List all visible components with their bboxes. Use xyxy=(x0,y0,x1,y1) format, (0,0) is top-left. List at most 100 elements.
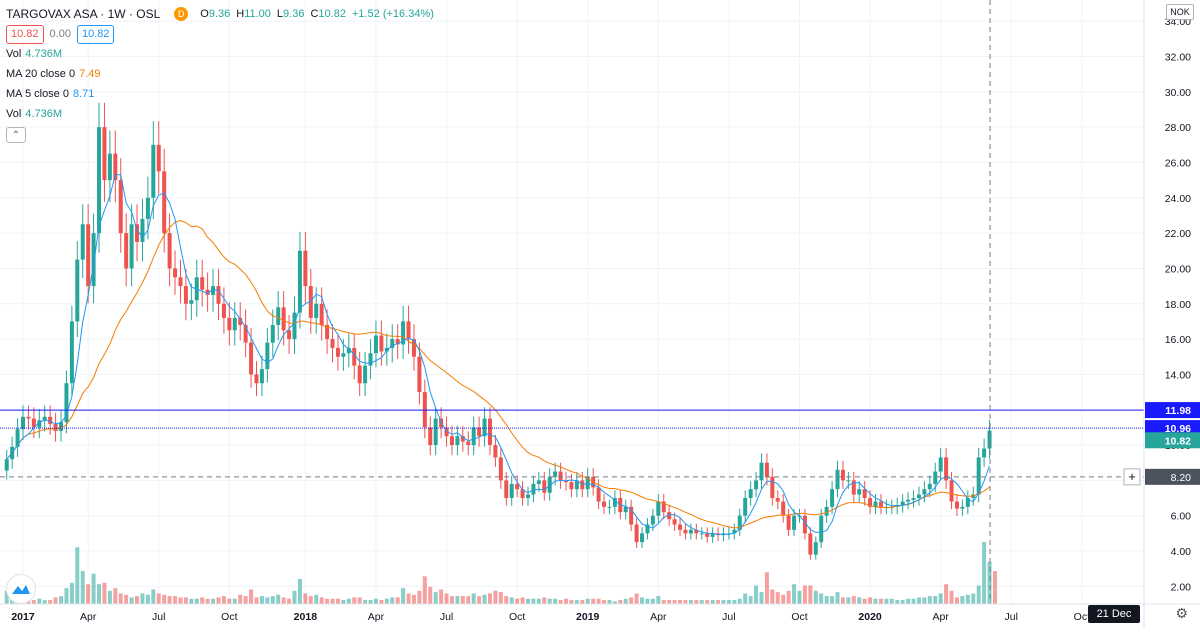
candle-body xyxy=(124,233,129,269)
volume-bar xyxy=(884,598,889,604)
candle-body xyxy=(857,489,862,495)
price-tag-h1: 11.98 xyxy=(1165,405,1191,417)
volume-bar xyxy=(384,598,389,604)
x-tick-label: 2019 xyxy=(576,611,600,623)
volume-bar xyxy=(80,571,85,604)
interval-badge: D xyxy=(174,7,189,21)
candle-body xyxy=(189,300,194,304)
tradingview-logo-icon[interactable] xyxy=(6,574,36,604)
volume-bar xyxy=(417,590,422,604)
x-tick-label: 2018 xyxy=(294,611,318,623)
candle-body xyxy=(205,289,210,295)
candle-body xyxy=(602,501,607,507)
volume-bar xyxy=(281,597,286,604)
volume-bar xyxy=(965,594,970,604)
volume-bar xyxy=(308,596,313,604)
x-tick-label: Oct xyxy=(1074,611,1090,623)
volume-bar xyxy=(330,598,335,604)
candle-body xyxy=(509,483,514,499)
symbol-title[interactable]: TARGOVAX ASA · 1W · OSL xyxy=(6,7,161,21)
price-axis: 2.004.006.008.0010.0012.0014.0016.0018.0… xyxy=(1123,0,1200,628)
candle-body xyxy=(846,480,851,482)
candle-body xyxy=(455,436,460,446)
sell-button[interactable]: 10.82 xyxy=(6,24,44,44)
volume-bar xyxy=(107,590,112,604)
volume-bar xyxy=(42,600,47,604)
candle-body xyxy=(911,498,916,500)
candle-body xyxy=(802,515,807,534)
volume-bar xyxy=(189,598,194,604)
volume-bar xyxy=(232,598,237,604)
volume-bar xyxy=(574,600,579,604)
currency-selector[interactable]: NOK xyxy=(1166,4,1194,20)
volume-bar xyxy=(623,598,628,604)
volume-bar xyxy=(764,572,769,604)
volume-bar xyxy=(455,596,460,604)
price-tag-h2-bg xyxy=(1145,420,1200,437)
volume-bar xyxy=(640,597,645,604)
volume-bar xyxy=(145,594,150,604)
indicator-ma5[interactable]: MA 5 close 0 8.71 xyxy=(6,84,434,104)
volume-bar xyxy=(422,576,427,604)
candle-body xyxy=(585,476,590,490)
volume-bar xyxy=(954,597,959,604)
volume-bar xyxy=(346,598,351,604)
volume-bar xyxy=(183,597,188,604)
volume-bar xyxy=(75,547,80,604)
x-tick-label: Apr xyxy=(80,611,97,623)
buy-button[interactable]: 10.82 xyxy=(76,24,115,44)
candle-body xyxy=(792,515,797,530)
candle-body xyxy=(558,471,563,481)
volume-bar xyxy=(835,592,840,604)
volume-bar xyxy=(895,600,900,604)
candle-body xyxy=(357,365,362,384)
volume-bar xyxy=(661,600,666,604)
candle-body xyxy=(960,506,965,509)
candle-body xyxy=(737,515,742,530)
volume-bar xyxy=(650,598,655,604)
volume-bar xyxy=(363,600,368,604)
volume-bar xyxy=(726,600,731,604)
spread-value: 0.00 xyxy=(49,28,71,40)
volume-bar xyxy=(792,584,797,604)
candle-body xyxy=(770,476,775,499)
volume-bar xyxy=(525,598,530,604)
volume-bar xyxy=(314,594,319,604)
volume-bar xyxy=(178,597,183,604)
candle-body xyxy=(319,303,324,325)
price-chart[interactable]: 2.004.006.008.0010.0012.0014.0016.0018.0… xyxy=(0,0,1200,628)
y-tick-label: 6.00 xyxy=(1171,511,1192,523)
volume-bar xyxy=(135,596,140,604)
candle-body xyxy=(732,529,737,534)
candle-body xyxy=(156,144,161,172)
volume-bar xyxy=(395,597,400,604)
volume-bar xyxy=(612,601,617,604)
indicator-vol[interactable]: Vol 4.736M xyxy=(6,44,434,64)
volume-bar xyxy=(487,593,492,604)
volume-bar xyxy=(156,593,161,604)
volume-bar xyxy=(368,600,373,604)
indicator-vol-2[interactable]: Vol 4.736M xyxy=(6,104,434,124)
candle-body xyxy=(944,457,949,481)
volume-bar xyxy=(466,596,471,604)
volume-bar xyxy=(851,596,856,604)
candle-body xyxy=(167,233,172,269)
candle-body xyxy=(379,335,384,352)
volume-bar xyxy=(287,598,292,604)
candle-body xyxy=(243,324,248,343)
collapse-legend-button[interactable]: ⌃ xyxy=(6,127,26,143)
candle-body xyxy=(987,430,992,449)
candle-body xyxy=(433,418,438,446)
volume-bar xyxy=(37,598,42,604)
volume-bar xyxy=(596,598,601,604)
candle-body xyxy=(173,268,178,278)
gear-icon[interactable]: ⚙ xyxy=(1175,605,1188,621)
volume-bar xyxy=(732,600,737,604)
volume-bar xyxy=(292,590,297,604)
volume-bar xyxy=(259,596,264,604)
ma5-line xyxy=(6,174,990,535)
indicator-ma20[interactable]: MA 20 close 0 7.49 xyxy=(6,64,434,84)
volume-bar xyxy=(759,592,764,604)
volume-bar xyxy=(748,596,753,604)
